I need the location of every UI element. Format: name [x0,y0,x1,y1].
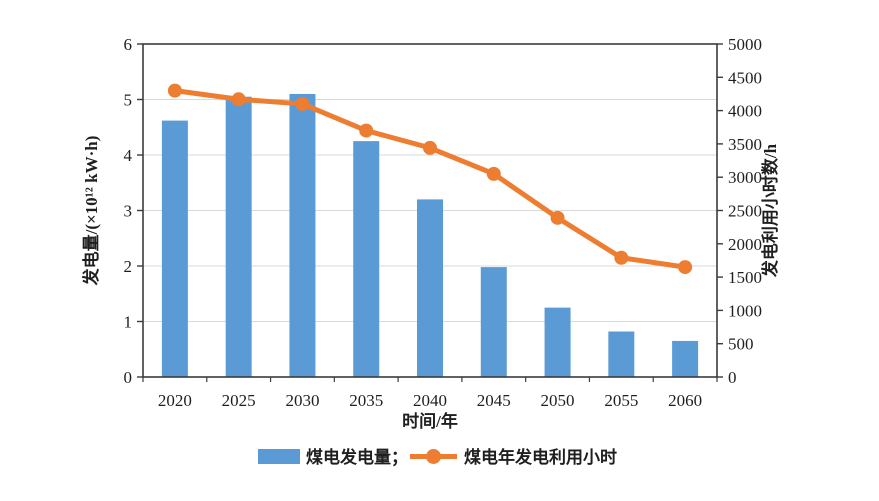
bar-2055 [608,331,635,377]
right-tick-label: 4500 [728,68,762,87]
line-marker-2040 [423,140,437,155]
x-tick-label: 2035 [349,391,383,410]
legend-line-marker [426,449,441,464]
right-tick-label: 3500 [728,135,762,154]
bar-2050 [544,307,571,377]
bar-2025 [225,96,252,377]
legend-line-label: 煤电年发电利用小时 [464,447,617,467]
right-tick-label: 3000 [728,168,762,187]
left-tick-label: 4 [124,146,133,165]
legend-bar-swatch [258,449,300,464]
left-tick-label: 0 [124,368,133,387]
x-tick-label: 2050 [541,391,575,410]
right-tick-label: 4000 [728,102,762,121]
line-marker-2050 [550,210,565,225]
left-tick-label: 5 [124,91,133,110]
right-tick-label: 2500 [728,202,762,221]
left-axis-title: 发电量/(×10¹² kW·h) [81,136,101,287]
x-tick-label: 2055 [604,391,638,410]
x-tick-label: 2040 [413,391,447,410]
right-tick-label: 5000 [728,35,762,54]
x-axis-title: 时间/年 [402,411,458,431]
line-marker-2045 [486,166,501,181]
line-marker-2055 [614,250,629,265]
line-marker-2035 [359,123,374,138]
line-marker-2020 [167,83,182,98]
bar-2045 [480,267,507,377]
right-axis-title: 发电利用小时数/h [760,143,780,278]
bar-2035 [353,141,380,377]
bar-2030 [289,93,316,377]
left-tick-label: 6 [124,35,133,54]
bar-2060 [672,340,699,377]
x-tick-label: 2045 [477,391,511,410]
right-tick-label: 1000 [728,301,762,320]
right-tick-label: 2000 [728,235,762,254]
line-marker-2060 [678,260,693,275]
x-tick-label: 2030 [285,391,319,410]
x-tick-label: 2025 [222,391,256,410]
left-tick-label: 2 [124,257,133,276]
legend-bar-label: 煤电发电量； [306,447,408,467]
left-tick-label: 1 [124,313,133,332]
right-tick-label: 1500 [728,268,762,287]
x-tick-label: 2060 [668,391,702,410]
bar-2040 [417,199,443,377]
line-marker-2025 [231,92,246,107]
bar-2020 [161,120,188,377]
x-tick-label: 2020 [158,391,192,410]
left-tick-label: 3 [124,202,133,221]
line-marker-2030 [295,96,310,111]
right-tick-label: 500 [728,335,754,354]
right-tick-label: 0 [728,368,737,387]
